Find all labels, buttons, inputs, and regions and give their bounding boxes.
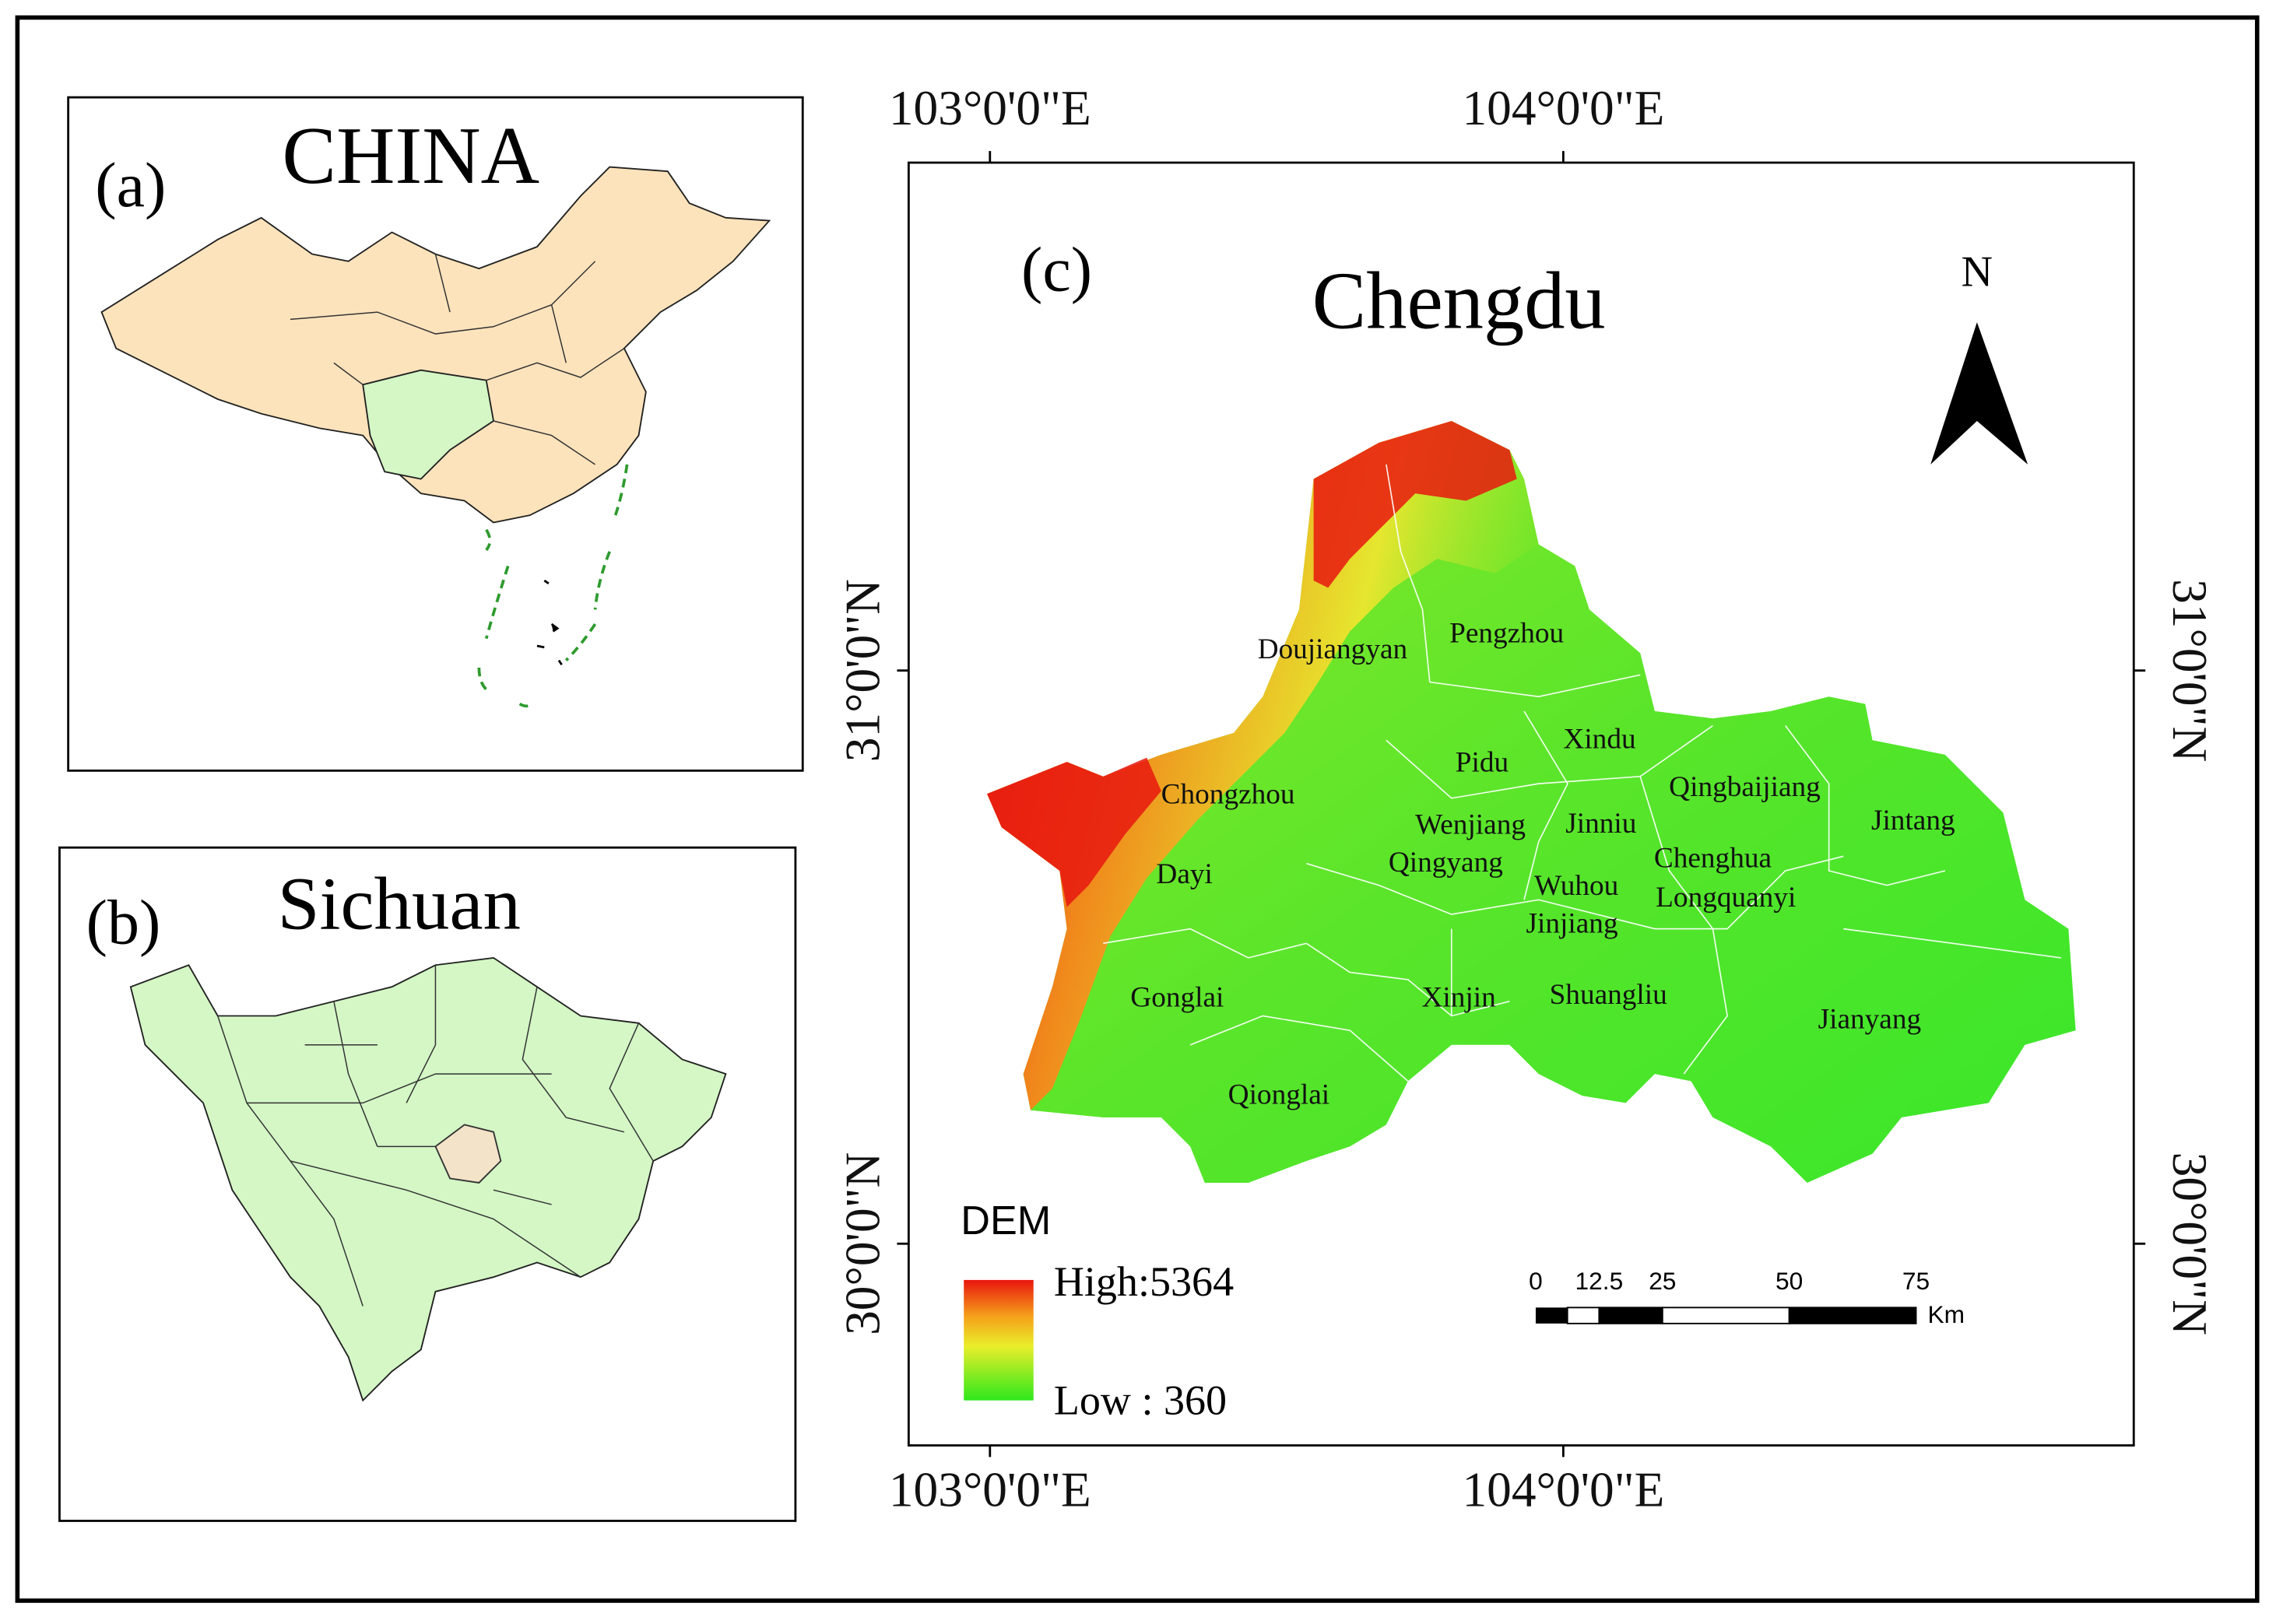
district-label: Qionglai	[1228, 1079, 1329, 1110]
latitude-label: 30°0'0"N	[836, 1152, 890, 1335]
outer-border	[15, 15, 2260, 1603]
district-label: Wuhou	[1534, 870, 1618, 902]
district-label: Gonglai	[1130, 982, 1224, 1014]
panel-label: (c)	[1021, 233, 1092, 304]
high-peaks	[987, 420, 1517, 907]
legend-ramp	[964, 1279, 1034, 1401]
district-label: Qingbaijiang	[1669, 771, 1821, 803]
scale-bar: 0 12.5 25 50 75	[1529, 1267, 1930, 1324]
latitude-label: 30°0'0"N	[2162, 1152, 2217, 1335]
scale-segment	[1661, 1307, 1790, 1324]
district-label: Jinjiang	[1526, 907, 1618, 939]
scale-label: 0	[1529, 1267, 1543, 1295]
district-label: Chenghua	[1654, 843, 1772, 875]
latitude-label: 31°0'0"N	[2162, 579, 2217, 762]
district-boundaries	[1103, 464, 2062, 1082]
china-map	[100, 166, 771, 524]
district-label: Longquanyi	[1656, 882, 1796, 914]
longitude-label: 104°0'0"E	[1462, 1462, 1664, 1517]
sichuan-highlight	[362, 369, 495, 480]
longitude-label: 103°0'0"E	[889, 1462, 1091, 1517]
graticule-ticks	[897, 151, 2146, 1457]
district-label: Qingyang	[1389, 847, 1503, 879]
north-arrow	[1930, 322, 2028, 465]
district-label: Shuangliu	[1550, 979, 1667, 1011]
district-label: Jianyang	[1818, 1004, 1922, 1036]
panel-label: (b)	[86, 886, 161, 957]
district-label: Dayi	[1156, 858, 1212, 890]
district-labels: Doujiangyan Pengzhou Xindu Pidu Qingbaijiang…	[1130, 617, 1955, 1110]
county-lines	[217, 965, 654, 1307]
scale-segment	[1535, 1307, 1568, 1324]
scale-segment	[1598, 1307, 1663, 1324]
chengdu-dem	[987, 420, 2076, 1183]
panel-title: CHINA	[282, 110, 539, 201]
sea-boundary	[477, 464, 629, 708]
legend-low: Low : 360	[1054, 1377, 1227, 1424]
district-label: Pengzhou	[1449, 617, 1564, 649]
legend-title: DEM	[961, 1198, 1051, 1243]
longitude-label: 104°0'0"E	[1462, 81, 1664, 135]
scale-unit: Km	[1927, 1300, 1965, 1328]
district-label: Jintang	[1871, 805, 1955, 837]
scale-segment	[1566, 1307, 1600, 1324]
panel-label: (a)	[95, 149, 166, 220]
district-label: Chongzhou	[1161, 778, 1295, 810]
district-label: Xindu	[1563, 724, 1635, 756]
district-label: Xinjin	[1421, 982, 1496, 1014]
longitude-label: 103°0'0"E	[889, 81, 1091, 135]
scale-label: 50	[1775, 1267, 1803, 1295]
latitude-label: 31°0'0"N	[836, 579, 890, 762]
panel-title: Sichuan	[278, 861, 521, 945]
district-label: Pidu	[1456, 746, 1509, 778]
district-label: Doujiangyan	[1258, 633, 1408, 665]
scale-label: 75	[1902, 1267, 1930, 1295]
panel-title: Chengdu	[1312, 255, 1606, 345]
legend-high: High:5364	[1054, 1258, 1234, 1305]
sichuan-map	[129, 956, 727, 1402]
province-lines	[290, 254, 625, 465]
scale-segment	[1788, 1307, 1917, 1324]
district-label: Wenjiang	[1415, 809, 1526, 841]
north-label: N	[1962, 247, 1993, 296]
islands	[536, 579, 563, 665]
chengdu-highlight	[434, 1124, 502, 1184]
scale-label: 25	[1649, 1267, 1676, 1295]
district-label: Jinniu	[1565, 808, 1636, 840]
scale-label: 12.5	[1575, 1267, 1624, 1295]
